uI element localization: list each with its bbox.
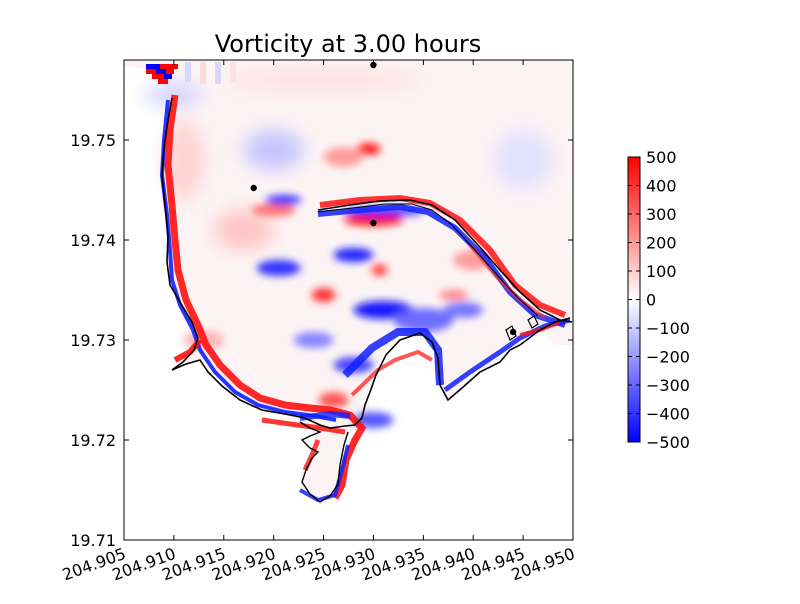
vorticity-blob bbox=[213, 210, 274, 250]
vorticity-blob bbox=[438, 290, 469, 300]
vorticity-field-smooth bbox=[144, 68, 553, 250]
breakwater bbox=[317, 199, 573, 323]
y-tick-label: 19.71 bbox=[70, 531, 116, 550]
colorbar-tick-label: 100 bbox=[646, 262, 677, 281]
y-tick-label: 19.73 bbox=[70, 331, 116, 350]
colorbar-tick-label: 0 bbox=[646, 291, 656, 310]
vorticity-blob bbox=[223, 68, 424, 92]
vorticity-field bbox=[183, 143, 494, 428]
vorticity-blob bbox=[251, 204, 296, 216]
plot-area bbox=[124, 60, 573, 505]
colorbar-tick-label: 400 bbox=[646, 177, 677, 196]
corner-artifact bbox=[146, 62, 236, 84]
vorticity-blob bbox=[356, 143, 381, 155]
gauge-points bbox=[250, 61, 517, 336]
vorticity-blob bbox=[353, 412, 394, 428]
colorbar-tick-label: −500 bbox=[646, 433, 690, 452]
vorticity-blob bbox=[493, 130, 553, 190]
vorticity-blob bbox=[256, 260, 301, 276]
breakwater-inner bbox=[317, 203, 539, 317]
y-tick-label: 19.74 bbox=[70, 231, 116, 250]
y-axis: 19.71 19.72 19.73 19.74 19.75 bbox=[70, 131, 573, 550]
colorbar-tick-label: −300 bbox=[646, 376, 690, 395]
vorticity-blob bbox=[318, 392, 349, 408]
vorticity-blob bbox=[311, 288, 336, 302]
colorbar-tick-label: 500 bbox=[646, 148, 677, 167]
vorticity-blob bbox=[323, 147, 364, 167]
colorbar-tick-label: 300 bbox=[646, 205, 677, 224]
small-structure bbox=[505, 315, 539, 341]
chart-title: Vorticity at 3.00 hours bbox=[215, 30, 482, 58]
colorbar-ticks: 500 400 300 200 100 0 −100 −200 −300 −400 −500 bbox=[628, 148, 690, 452]
y-tick-label: 19.72 bbox=[70, 431, 116, 450]
vorticity-blob bbox=[163, 120, 204, 200]
y-tick-label: 19.75 bbox=[70, 131, 116, 150]
colorbar-tick-label: −100 bbox=[646, 319, 690, 338]
vorticity-blob bbox=[393, 308, 454, 332]
shoreline bbox=[161, 97, 571, 429]
vorticity-blob bbox=[333, 248, 374, 262]
vorticity-blob bbox=[265, 195, 302, 205]
gauge-point bbox=[250, 184, 257, 192]
vorticity-blob bbox=[293, 332, 334, 348]
shoreline-inner-bay bbox=[299, 421, 349, 503]
colorbar-tick-label: −200 bbox=[646, 348, 690, 367]
colorbar: 500 400 300 200 100 0 −100 −200 −300 −400 −500 bbox=[627, 148, 690, 452]
vorticity-blob bbox=[443, 302, 484, 318]
plot-frame bbox=[123, 59, 574, 541]
vorticity-blob bbox=[371, 264, 388, 276]
colorbar-tick-label: −400 bbox=[646, 405, 690, 424]
vorticity-blob bbox=[243, 130, 304, 170]
gauge-point bbox=[509, 328, 517, 336]
gauge-point bbox=[370, 219, 377, 227]
colorbar-tick-label: 200 bbox=[646, 234, 677, 253]
